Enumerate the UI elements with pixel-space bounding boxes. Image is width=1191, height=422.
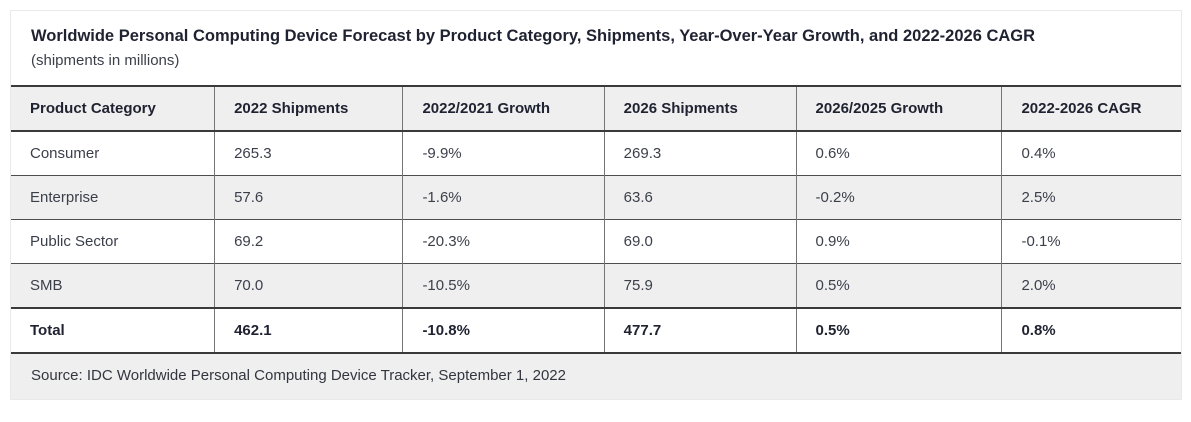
value-cell: 2.5%	[1001, 175, 1181, 220]
title-block: Worldwide Personal Computing Device Fore…	[11, 11, 1181, 85]
table-row: Consumer 265.3 -9.9% 269.3 0.6% 0.4%	[11, 130, 1181, 176]
page-title: Worldwide Personal Computing Device Fore…	[31, 27, 1036, 45]
total-value-cell: -10.8%	[402, 306, 605, 354]
source-text: Source: IDC Worldwide Personal Computing…	[31, 366, 566, 384]
value-cell: 0.5%	[796, 263, 1003, 308]
value-cell: 269.3	[604, 130, 797, 176]
units-subtitle: (shipments in millions)	[31, 51, 180, 69]
source-block: Source: IDC Worldwide Personal Computing…	[11, 353, 1181, 399]
column-header: 2022 Shipments	[214, 84, 404, 132]
table-row: SMB 70.0 -10.5% 75.9 0.5% 2.0%	[11, 263, 1181, 308]
value-cell: -9.9%	[402, 130, 605, 176]
category-cell: Consumer	[11, 130, 216, 176]
column-header: 2022/2021 Growth	[402, 84, 605, 132]
column-header: 2022-2026 CAGR	[1001, 84, 1181, 132]
value-cell: 70.0	[214, 263, 404, 308]
total-value-cell: 477.7	[604, 306, 797, 354]
value-cell: 69.2	[214, 219, 404, 264]
value-cell: 265.3	[214, 130, 404, 176]
total-row: Total 462.1 -10.8% 477.7 0.5% 0.8%	[11, 306, 1181, 354]
total-value-cell: 462.1	[214, 306, 404, 354]
value-cell: 2.0%	[1001, 263, 1181, 308]
value-cell: 0.6%	[796, 130, 1003, 176]
table-row: Public Sector 69.2 -20.3% 69.0 0.9% -0.1%	[11, 219, 1181, 264]
value-cell: 0.4%	[1001, 130, 1181, 176]
total-value-cell: 0.8%	[1001, 306, 1181, 354]
table-total: Total 462.1 -10.8% 477.7 0.5% 0.8%	[11, 306, 1181, 354]
category-cell: Enterprise	[11, 175, 216, 220]
value-cell: -10.5%	[402, 263, 605, 308]
table-header: Product Category 2022 Shipments 2022/2021 …	[11, 84, 1181, 132]
table-body: Consumer 265.3 -9.9% 269.3 0.6% 0.4% Enterpris…	[11, 130, 1181, 308]
value-cell: -1.6%	[402, 175, 605, 220]
value-cell: 63.6	[604, 175, 797, 220]
category-cell: Public Sector	[11, 219, 216, 264]
value-cell: -0.2%	[796, 175, 1003, 220]
header-row: Product Category 2022 Shipments 2022/2021 …	[11, 84, 1181, 132]
value-cell: 75.9	[604, 263, 797, 308]
table-row: Enterprise 57.6 -1.6% 63.6 -0.2% 2.5%	[11, 175, 1181, 220]
column-header: 2026 Shipments	[604, 84, 797, 132]
value-cell: 57.6	[214, 175, 404, 220]
category-cell: SMB	[11, 263, 216, 308]
column-header: Product Category	[11, 84, 216, 132]
forecast-table: Product Category 2022 Shipments 2022/2021 …	[11, 84, 1181, 354]
value-cell: 0.9%	[796, 219, 1003, 264]
value-cell: 69.0	[604, 219, 797, 264]
column-header: 2026/2025 Growth	[796, 84, 1003, 132]
forecast-table-widget: Worldwide Personal Computing Device Fore…	[10, 10, 1182, 400]
total-value-cell: 0.5%	[796, 306, 1003, 354]
total-label-cell: Total	[11, 306, 216, 354]
value-cell: -0.1%	[1001, 219, 1181, 264]
value-cell: -20.3%	[402, 219, 605, 264]
